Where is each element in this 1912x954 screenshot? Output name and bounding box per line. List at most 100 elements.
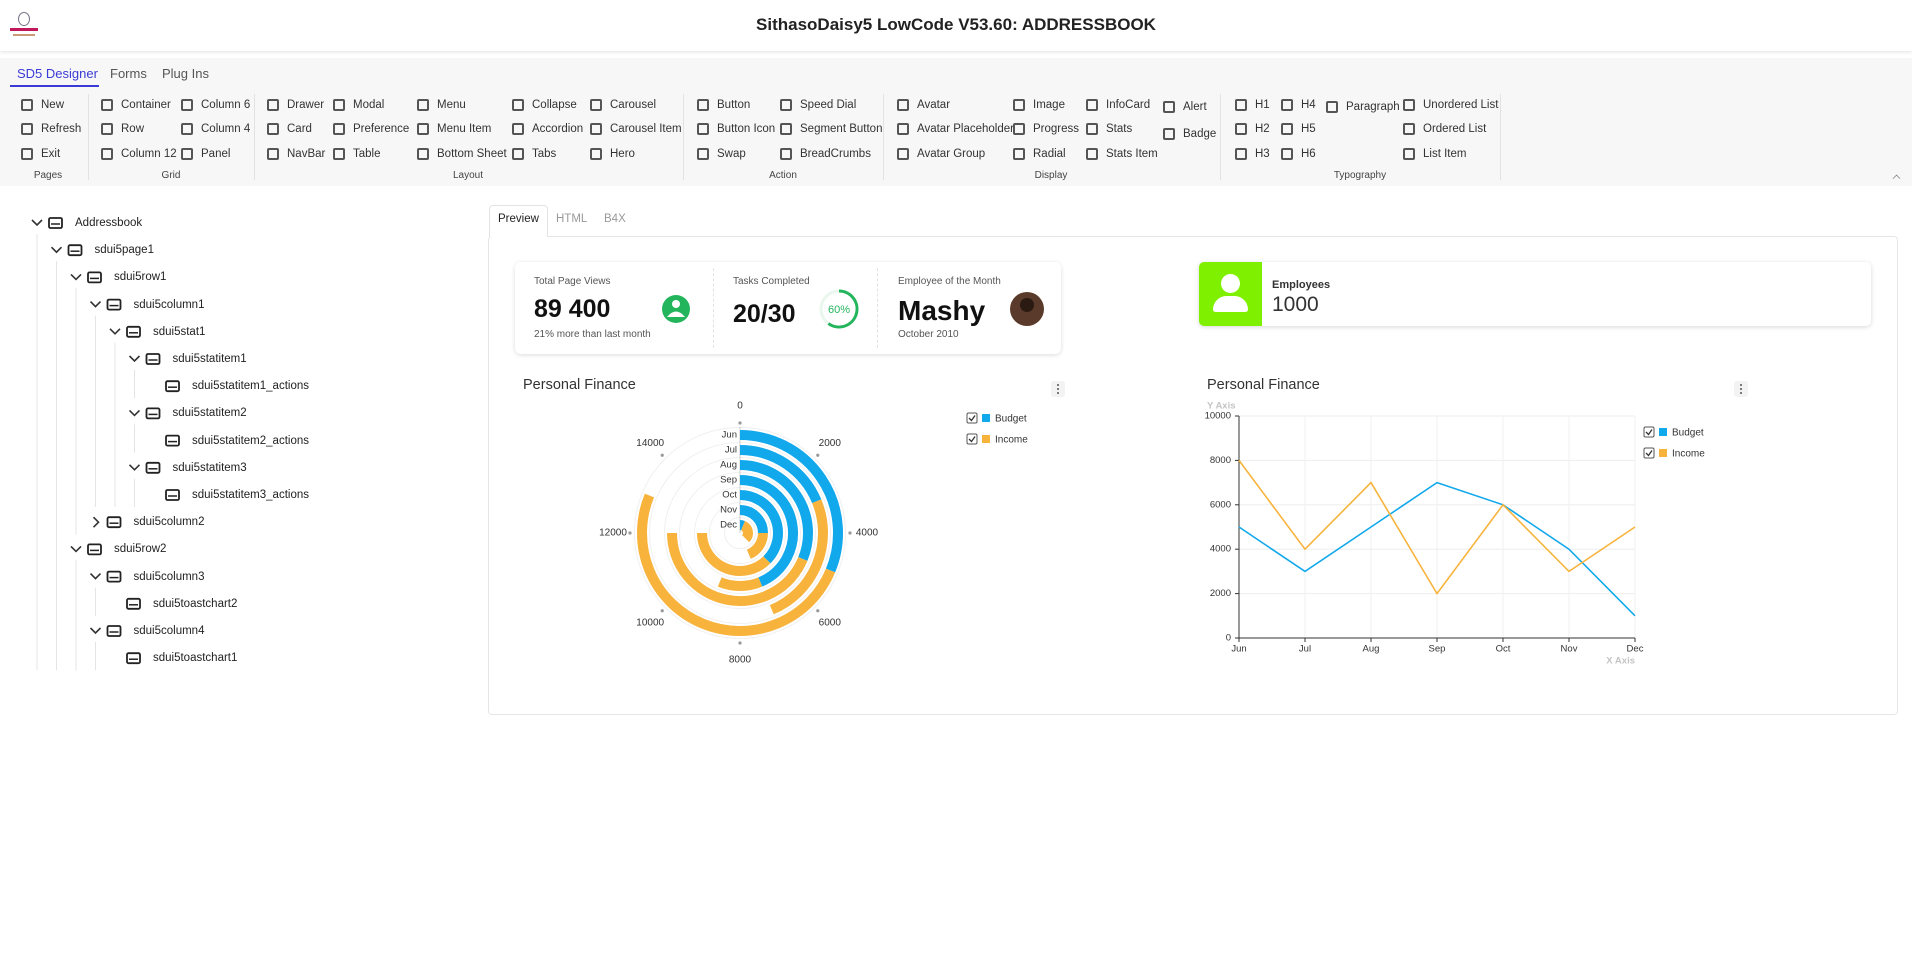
tree-icon	[126, 597, 141, 610]
stat-title: Tasks Completed	[733, 276, 810, 287]
toolbar-button[interactable]: Preference	[353, 123, 410, 135]
tree-item[interactable]: sdui5page1	[94, 244, 154, 257]
toolbar-button[interactable]: Alert	[1183, 101, 1207, 113]
toolbar-button[interactable]: Stats Item	[1106, 148, 1158, 160]
toolbar-button[interactable]: Speed Dial	[800, 99, 857, 111]
toolbar-button[interactable]: Column 4	[201, 123, 251, 135]
toolbar-button[interactable]: Collapse	[532, 99, 577, 111]
toolbar-button[interactable]: H5	[1301, 123, 1316, 135]
tree-item[interactable]: sdui5statitem3	[172, 461, 247, 474]
tab[interactable]: Forms	[110, 66, 147, 81]
toolbar-icon	[181, 99, 193, 111]
toolbar-button[interactable]: H3	[1255, 148, 1270, 160]
toolbar-button[interactable]: Column 12	[121, 148, 177, 160]
toolbar-bg	[0, 58, 1912, 186]
toolbar-button[interactable]: Drawer	[287, 99, 325, 111]
preview-tab[interactable]: HTML	[556, 213, 588, 225]
toolbar-button[interactable]: Ordered List	[1423, 123, 1487, 135]
preview-tab[interactable]: B4X	[604, 213, 626, 225]
info-card-figure	[1199, 262, 1262, 326]
toolbar-button[interactable]: Container	[121, 99, 171, 111]
toolbar-button[interactable]: Refresh	[41, 123, 82, 135]
toolbar-button[interactable]: Swap	[717, 148, 746, 160]
toolbar-group-label: Pages	[33, 170, 63, 181]
toolbar-button[interactable]: Menu Item	[437, 123, 492, 135]
toolbar-button[interactable]: Hero	[610, 148, 635, 160]
toolbar-button[interactable]: Row	[121, 123, 145, 135]
toolbar-button[interactable]: Exit	[41, 148, 61, 160]
toolbar-button[interactable]: Column 6	[201, 99, 251, 111]
tree-item[interactable]: sdui5column4	[133, 625, 205, 637]
toolbar-button[interactable]: Tabs	[532, 148, 557, 160]
toolbar-button[interactable]: Avatar Placeholder	[917, 123, 1014, 135]
toolbar-icon	[590, 99, 602, 111]
tree-icon	[106, 570, 122, 583]
toolbar-icon	[1235, 123, 1247, 135]
toolbar-button[interactable]: H2	[1255, 123, 1270, 135]
toolbar-button[interactable]: Badge	[1183, 128, 1217, 140]
toolbar-button[interactable]: Bottom Sheet	[437, 148, 507, 160]
tree-item[interactable]: sdui5toastchart1	[153, 652, 238, 665]
toolbar-button[interactable]: Progress	[1033, 123, 1080, 135]
toolbar-button[interactable]: Card	[287, 123, 312, 135]
tree-icon	[126, 325, 141, 338]
toolbar-button[interactable]: Stats	[1106, 123, 1133, 135]
toolbar-button[interactable]: New	[41, 99, 65, 111]
toolbar-divider	[1500, 94, 1501, 180]
tree-item[interactable]: sdui5row1	[114, 271, 167, 284]
tree-item[interactable]: sdui5column2	[133, 516, 205, 529]
toolbar-button[interactable]: Button	[717, 99, 751, 111]
tab[interactable]: SD5 Designer	[17, 66, 98, 81]
toolbar-button[interactable]: Radial	[1033, 148, 1066, 160]
tree-item[interactable]: sdui5statitem2_actions	[192, 434, 309, 447]
toolbar-button[interactable]: Paragraph	[1346, 101, 1400, 113]
tree-item[interactable]: sdui5stat1	[153, 325, 206, 338]
person-head	[1221, 274, 1240, 293]
toolbar-divider	[683, 94, 684, 180]
tree-icon	[145, 407, 161, 420]
tree-item[interactable]: sdui5column1	[133, 298, 205, 311]
chart-menu[interactable]	[1051, 381, 1065, 397]
tree-item[interactable]: sdui5statitem1_actions	[192, 380, 309, 393]
toolbar-button[interactable]: H1	[1255, 99, 1270, 111]
tree-item[interactable]: sdui5statitem1	[172, 353, 247, 365]
stats-divider	[877, 268, 879, 348]
toolbar-button[interactable]: Avatar	[917, 99, 951, 111]
tree-item[interactable]: sdui5statitem3_actions	[192, 489, 309, 501]
toolbar-button[interactable]: InfoCard	[1106, 99, 1151, 111]
stats-card	[515, 262, 1061, 354]
toolbar-button[interactable]: Carousel	[610, 99, 657, 111]
tree-item[interactable]: sdui5statitem2	[172, 407, 247, 420]
tab[interactable]: Plug Ins	[162, 66, 209, 81]
toolbar-button[interactable]: List Item	[1423, 148, 1467, 160]
toolbar-button[interactable]: Avatar Group	[917, 148, 986, 160]
toolbar-button[interactable]: Button Icon	[717, 123, 776, 135]
toolbar-icon	[1235, 99, 1247, 111]
toolbar-button[interactable]: Panel	[201, 148, 231, 160]
logo	[10, 10, 38, 40]
chart-menu[interactable]	[1734, 381, 1748, 397]
tree-item[interactable]: sdui5toastchart2	[153, 597, 238, 610]
toolbar-button[interactable]: BreadCrumbs	[800, 148, 871, 160]
tree-icon	[67, 244, 83, 257]
toolbar-button[interactable]: H4	[1301, 99, 1316, 111]
preview-tab[interactable]: Preview	[498, 213, 539, 225]
tree-item[interactable]: Addressbook	[75, 217, 143, 229]
tree-icon	[87, 543, 102, 556]
toolbar-button[interactable]: Image	[1033, 99, 1065, 111]
tree-item[interactable]: sdui5row2	[114, 543, 167, 556]
toolbar-group-label: Typography	[1333, 170, 1387, 181]
tree-item[interactable]: sdui5column3	[133, 570, 205, 583]
toolbar-button[interactable]: Carousel Item	[610, 123, 682, 135]
tree-icon	[48, 217, 63, 229]
toolbar-button[interactable]: H6	[1301, 148, 1316, 160]
toolbar-button[interactable]: Accordion	[532, 123, 584, 135]
toolbar-button[interactable]: Table	[353, 148, 381, 160]
toolbar-divider	[254, 94, 255, 180]
toolbar-button[interactable]: NavBar	[287, 148, 326, 160]
toolbar-button[interactable]: Segment Button	[800, 123, 883, 135]
toolbar-button[interactable]: Menu	[437, 99, 466, 111]
toolbar-button[interactable]: Modal	[353, 99, 385, 111]
toolbar-button[interactable]: Unordered List	[1423, 99, 1499, 111]
